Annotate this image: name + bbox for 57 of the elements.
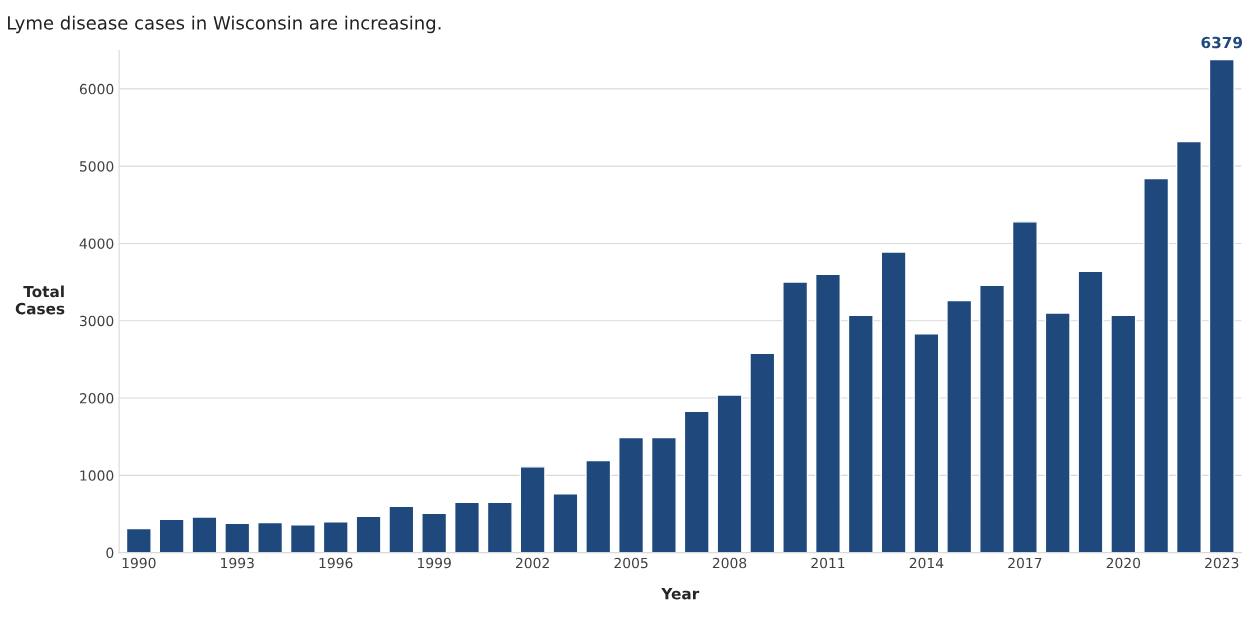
bar <box>585 459 612 553</box>
bar <box>1110 314 1137 553</box>
x-tick-label: 2014 <box>909 557 944 569</box>
bar <box>486 501 513 553</box>
x-axis-title: Year <box>661 588 700 600</box>
bar <box>1077 270 1104 553</box>
y-tick-label: 5000 <box>79 161 114 172</box>
x-tick-label: 2020 <box>1106 557 1141 569</box>
bar <box>946 299 973 553</box>
bar <box>1011 221 1038 553</box>
bar <box>880 251 907 553</box>
bar <box>191 516 218 553</box>
y-tick-label: 3000 <box>79 315 114 327</box>
y-tick-label: 0 <box>106 547 114 559</box>
bar <box>322 521 349 553</box>
bar <box>355 515 382 553</box>
bar <box>1208 58 1235 553</box>
bar <box>814 273 841 553</box>
bar <box>716 394 743 553</box>
x-tick-label: 2011 <box>811 557 845 569</box>
bar <box>782 281 809 553</box>
bar <box>289 524 316 553</box>
chart-title: Lyme disease cases in Wisconsin are increasing. <box>8 15 441 34</box>
bar <box>519 466 546 553</box>
x-tick-label: 1996 <box>319 557 353 569</box>
x-tick-label: 1993 <box>221 557 254 569</box>
y-tick-label: 4000 <box>79 238 114 249</box>
y-axis-title: Total Cases <box>15 285 65 315</box>
bar <box>257 521 284 553</box>
bar <box>388 505 415 553</box>
bar <box>683 410 710 553</box>
y-tick-label: 1000 <box>80 470 114 481</box>
x-tick-label: 1999 <box>418 557 451 569</box>
bar <box>453 501 480 553</box>
bar <box>847 314 874 553</box>
x-tick-label: 2005 <box>614 557 648 569</box>
bar <box>1044 312 1071 553</box>
bar <box>979 284 1006 553</box>
x-tick-label: 2023 <box>1205 557 1239 569</box>
x-tick-label: 2002 <box>515 557 549 569</box>
bar <box>618 436 645 553</box>
bar <box>749 352 776 553</box>
data-label: 6379 <box>1201 36 1243 49</box>
bar <box>913 333 940 553</box>
bar <box>1143 177 1170 553</box>
bar <box>552 493 579 553</box>
bar <box>421 512 448 553</box>
x-tick-label: 2017 <box>1008 557 1042 569</box>
y-tick-label: 6000 <box>79 83 114 95</box>
bar <box>1175 140 1202 553</box>
x-tick-label: 2008 <box>712 557 747 569</box>
bar <box>650 436 677 553</box>
y-tick-label: 2000 <box>79 393 114 404</box>
x-tick-label: 1990 <box>122 557 156 569</box>
bar <box>224 522 251 553</box>
bar <box>158 518 185 553</box>
bar <box>125 527 152 553</box>
